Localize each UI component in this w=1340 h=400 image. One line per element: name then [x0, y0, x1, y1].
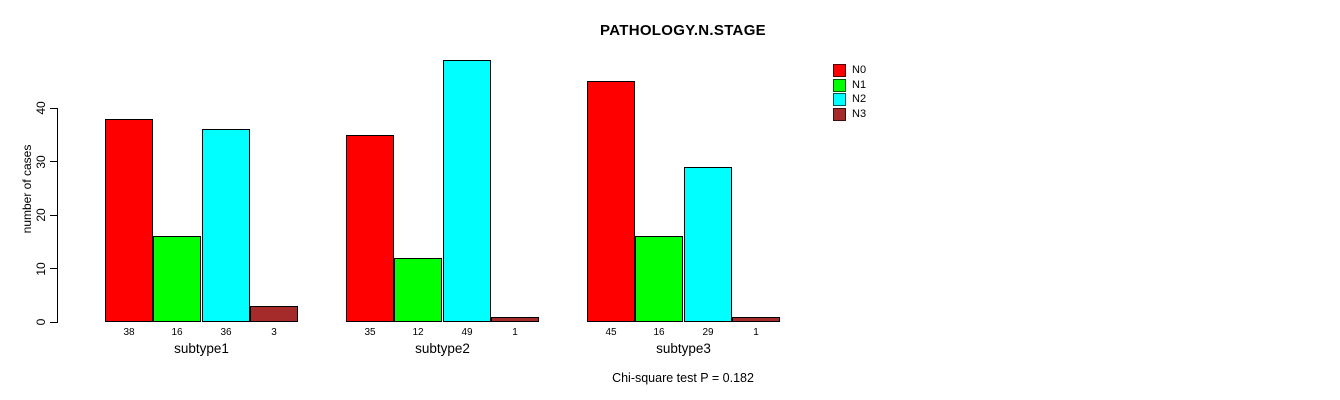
bar-value-label: 16 [171, 327, 183, 338]
bar-value-label: 1 [512, 327, 518, 338]
y-axis-tick [50, 321, 57, 323]
legend-swatch-icon [833, 64, 846, 77]
y-axis-tick [50, 214, 57, 216]
legend-item-n1: N1 [833, 78, 867, 92]
bar-n3-subtype3 [732, 317, 780, 322]
bar-value-label: 1 [753, 327, 759, 338]
annotation-text: Chi-square test P = 0.182 [612, 371, 754, 385]
legend-label: N2 [852, 93, 867, 105]
bar-n1-subtype2 [394, 258, 442, 322]
bar-n2-subtype2 [443, 60, 491, 322]
bar-n1-subtype1 [153, 236, 201, 322]
bar-n2-subtype3 [684, 167, 732, 322]
legend-item-n3: N3 [833, 107, 867, 121]
legend-swatch-icon [833, 78, 846, 92]
legend: N0 N1 N2 N3 [833, 64, 866, 121]
bar-value-label: 38 [123, 327, 135, 338]
legend-label: N1 [852, 78, 867, 91]
legend-label: N0 [852, 64, 867, 76]
legend-swatch-icon [833, 93, 846, 106]
y-axis-tick-label: 20 [34, 208, 48, 222]
bar-value-label: 45 [605, 327, 617, 338]
bar-n1-subtype3 [635, 236, 683, 322]
bar-n3-subtype2 [491, 317, 539, 322]
y-axis-label: number of cases [20, 144, 34, 234]
bar-n0-subtype2 [346, 135, 394, 322]
bar-value-label: 29 [702, 327, 714, 338]
y-axis-tick-label: 40 [34, 101, 48, 115]
bar-n0-subtype3 [587, 81, 635, 322]
y-axis-tick-label: 0 [34, 318, 48, 326]
bar-value-label: 36 [220, 327, 232, 338]
bar-n3-subtype1 [250, 306, 298, 322]
bar-n0-subtype1 [105, 119, 153, 322]
y-axis-tick [50, 268, 57, 269]
bar-value-label: 12 [412, 327, 424, 338]
legend-swatch-icon [833, 107, 846, 121]
legend-label: N3 [852, 107, 867, 120]
bar-value-label: 3 [271, 327, 277, 338]
legend-item-n0: N0 [833, 64, 866, 77]
y-axis-tick-label: 30 [34, 154, 48, 169]
chart-title: PATHOLOGY.N.STAGE [600, 22, 766, 39]
y-axis-tick [50, 107, 57, 109]
bar-value-label: 49 [461, 327, 473, 338]
bar-value-label: 16 [653, 327, 665, 338]
category-label-subtype1: subtype1 [174, 341, 229, 356]
bar-n2-subtype1 [202, 129, 250, 322]
legend-item-n2: N2 [833, 93, 866, 106]
y-axis-line [57, 108, 58, 323]
y-axis-tick [50, 161, 57, 162]
bar-value-label: 35 [364, 327, 376, 338]
y-axis-tick-label: 10 [34, 261, 48, 276]
category-label-subtype2: subtype2 [415, 341, 470, 356]
category-label-subtype3: subtype3 [656, 341, 711, 356]
